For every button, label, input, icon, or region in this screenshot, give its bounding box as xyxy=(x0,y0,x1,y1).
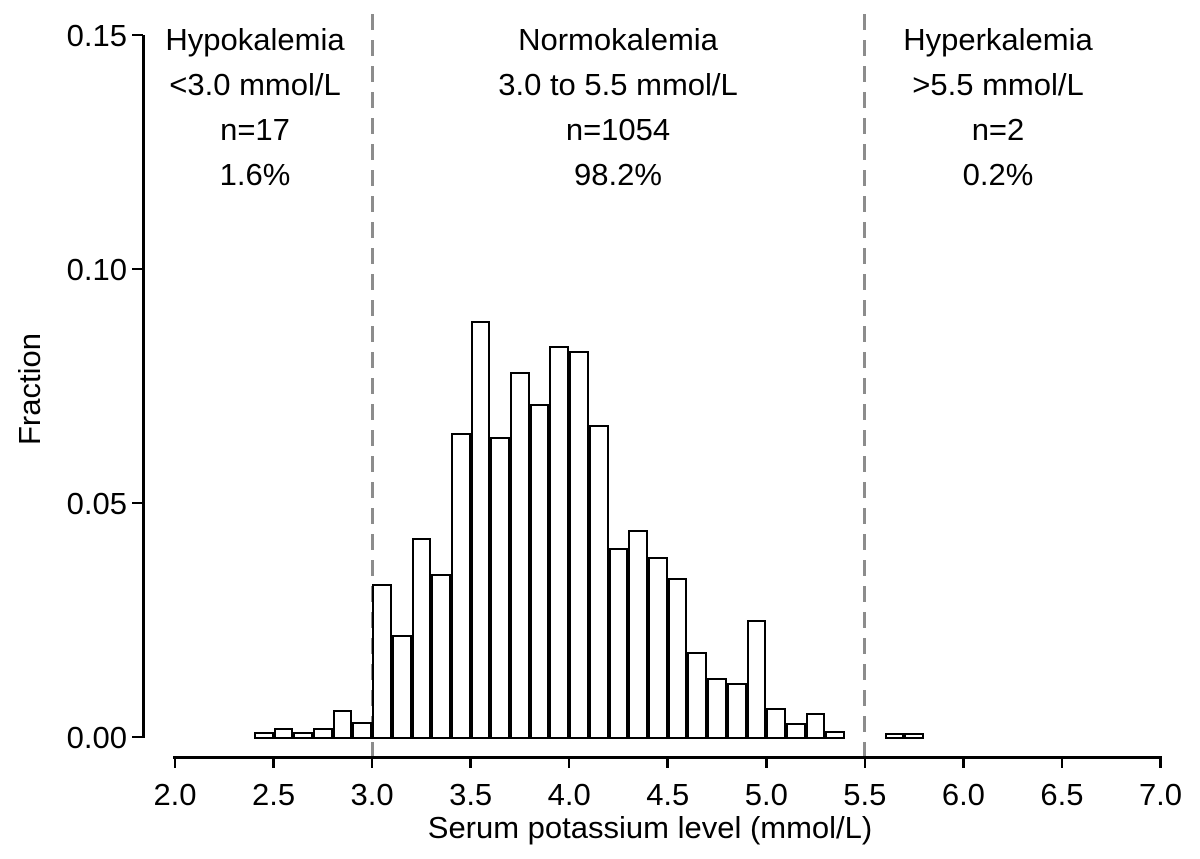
x-tick-label: 6.5 xyxy=(1040,777,1084,812)
x-tick-mark xyxy=(272,757,275,768)
histogram-bar xyxy=(352,722,373,740)
x-tick-label: 7.0 xyxy=(1138,777,1183,812)
y-tick-mark xyxy=(132,735,143,739)
x-tick-mark xyxy=(1159,757,1162,768)
x-tick-mark xyxy=(567,757,571,768)
y-tick-mark xyxy=(132,33,143,37)
region-title: Hyperkalemia xyxy=(903,22,1093,57)
histogram-bar xyxy=(648,556,668,740)
histogram-bar xyxy=(273,728,294,740)
histogram-bar xyxy=(687,652,708,740)
x-tick-mark xyxy=(765,757,768,768)
x-tick-label: 2.5 xyxy=(251,777,296,812)
x-tick-mark xyxy=(962,757,965,768)
histogram-bar xyxy=(904,732,924,740)
histogram-bar xyxy=(628,529,649,740)
x-tick-label: 4.0 xyxy=(547,777,591,812)
y-tick-label: 0.15 xyxy=(66,17,127,53)
region-percent: 0.2% xyxy=(962,157,1034,192)
histogram-bar xyxy=(766,707,786,740)
region-count: n=1054 xyxy=(565,112,671,147)
x-axis-title: Serum potassium level (mmol/L) xyxy=(427,810,873,845)
x-tick-mark xyxy=(469,757,472,768)
histogram-bar xyxy=(569,351,589,740)
region-count: n=17 xyxy=(220,112,290,147)
y-tick-label: 0.00 xyxy=(66,719,127,755)
histogram-bar xyxy=(667,577,688,740)
y-tick-label: 0.10 xyxy=(66,251,127,287)
x-tick-mark xyxy=(370,757,374,768)
histogram-bar xyxy=(332,710,353,740)
reference-line-5.5 xyxy=(863,14,867,757)
region-count: n=2 xyxy=(971,112,1025,147)
histogram-bar xyxy=(707,678,727,740)
histogram-bar xyxy=(411,537,432,740)
histogram-bar xyxy=(549,346,570,740)
reference-line-3 xyxy=(370,14,374,757)
histogram-bar xyxy=(726,683,747,740)
region-percent: 1.6% xyxy=(219,157,291,192)
y-tick-mark xyxy=(132,267,143,271)
x-tick-mark xyxy=(173,757,177,768)
histogram-bar xyxy=(372,584,392,740)
histogram-bar xyxy=(253,732,274,740)
x-tick-label: 4.5 xyxy=(646,777,690,812)
histogram-bar xyxy=(786,722,806,740)
histogram-bar xyxy=(450,433,471,740)
x-tick-label: 5.0 xyxy=(744,777,788,812)
histogram-bar xyxy=(312,728,333,740)
x-tick-label: 2.0 xyxy=(153,777,197,812)
annotation-hypokalemia: Hypokalemia <3.0 mmol/L n=17 1.6% xyxy=(165,17,344,197)
x-tick-mark xyxy=(666,757,670,768)
histogram-bar xyxy=(391,635,412,740)
histogram-bar xyxy=(490,437,511,740)
histogram-bar xyxy=(805,713,826,740)
histogram-bar xyxy=(510,372,530,740)
y-tick-mark xyxy=(132,501,143,505)
x-tick-label: 6.0 xyxy=(941,777,985,812)
histogram-bar xyxy=(884,732,905,740)
y-tick-label: 0.05 xyxy=(66,485,127,521)
region-range: <3.0 mmol/L xyxy=(169,67,341,102)
histogram-bar xyxy=(470,320,491,740)
region-title: Hypokalemia xyxy=(165,22,345,57)
x-tick-label: 3.0 xyxy=(350,777,394,812)
x-tick-mark xyxy=(1060,757,1064,768)
region-range: 3.0 to 5.5 mmol/L xyxy=(498,67,738,102)
region-percent: 98.2% xyxy=(574,157,662,192)
histogram-bar xyxy=(746,620,767,740)
histogram-bar xyxy=(293,732,313,740)
y-axis-title: Fraction xyxy=(12,333,47,445)
x-tick-label: 5.5 xyxy=(843,777,887,812)
x-tick-label: 3.5 xyxy=(449,777,493,812)
region-title: Normokalemia xyxy=(518,22,718,57)
x-tick-mark xyxy=(863,757,867,768)
annotation-hyperkalemia: Hyperkalemia >5.5 mmol/L n=2 0.2% xyxy=(903,17,1093,197)
histogram-bar xyxy=(529,403,550,740)
histogram-bar xyxy=(608,547,629,740)
y-axis-line xyxy=(142,35,145,738)
histogram-bar xyxy=(588,425,609,740)
region-range: >5.5 mmol/L xyxy=(912,67,1084,102)
histogram-bar xyxy=(825,730,846,740)
histogram-bar xyxy=(431,573,451,740)
annotation-normokalemia: Normokalemia 3.0 to 5.5 mmol/L n=1054 98… xyxy=(498,17,738,197)
